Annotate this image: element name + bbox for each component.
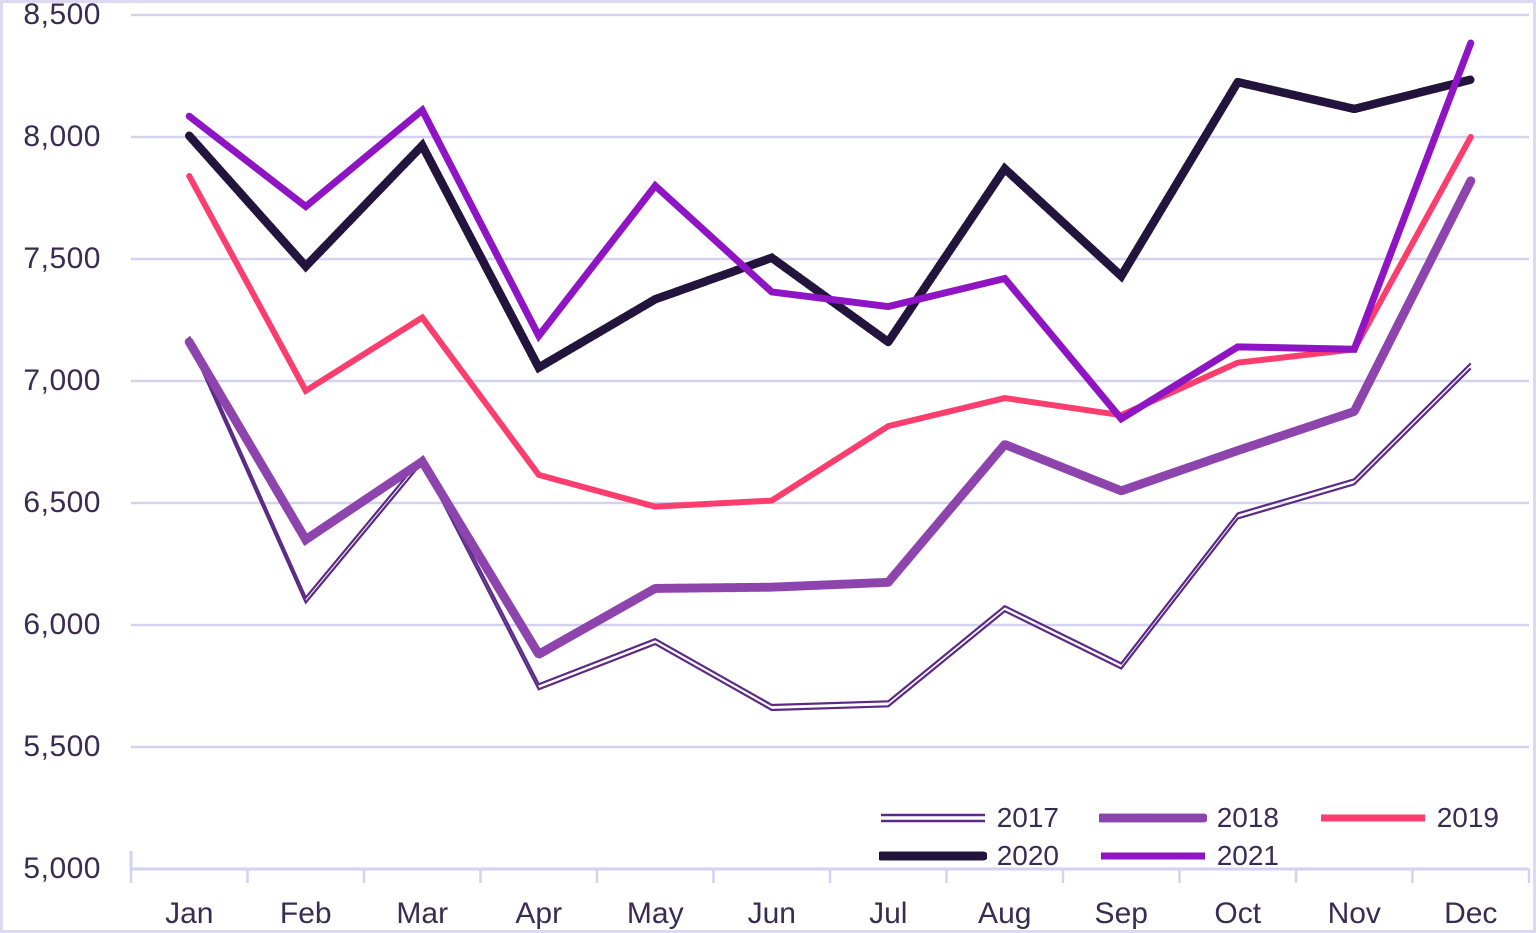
x-tick-label: Nov [1327,897,1381,930]
legend-item-2021[interactable]: 2021 [1059,840,1279,872]
legend-swatch-2017 [880,813,985,823]
x-tick-label: Sep [1094,897,1148,930]
y-tick-label: 5,500 [23,730,101,763]
legend-label-2018: 2018 [1216,802,1279,833]
y-axis: 5,000 5,500 6,000 6,500 7,000 7,500 8,000 8,500 [3,0,123,930]
x-tick-label: Dec [1444,897,1498,930]
x-tick-label: Aug [978,897,1032,930]
series-line-2021 [189,43,1471,419]
legend-item-2017[interactable]: 2017 [839,802,1059,834]
y-tick-label: 7,000 [23,364,101,397]
legend-label-2017: 2017 [996,802,1059,833]
x-tick-label: Jul [869,897,908,930]
legend-swatch-2021 [1100,852,1205,860]
plot-area [129,13,1531,883]
legend-label-2019: 2019 [1436,802,1499,833]
series-line-2017 [189,342,1471,710]
x-tick-label: Mar [396,897,449,930]
x-tick-label: Apr [515,897,563,930]
legend-swatch-2019 [1320,814,1425,822]
series-line-2017 [189,337,1471,705]
y-tick-label: 8,500 [23,0,101,31]
y-tick-label: 7,500 [23,242,101,275]
series-layer [131,15,1529,869]
legend-item-2020[interactable]: 2020 [839,840,1059,872]
x-tick-label: Jun [747,897,796,930]
x-axis: Jan Feb Mar Apr May Jun Jul Aug Sep Oct Nov Dec [131,875,1529,930]
x-tick-label: Feb [279,897,332,930]
y-tick-label: 5,000 [23,852,101,885]
x-tick-label: Oct [1214,897,1262,930]
chart-legend: 2017 2018 2019 2020 2021 [839,799,1499,875]
legend-swatch-2020 [878,851,987,861]
x-tick-label: May [626,897,684,930]
legend-label-2020: 2020 [996,840,1059,871]
y-tick-label: 6,500 [23,486,101,519]
y-tick-label: 6,000 [23,608,101,641]
legend-swatch-2018 [1098,813,1207,823]
legend-label-2021: 2021 [1216,840,1279,871]
y-tick-label: 8,000 [23,120,101,153]
legend-item-2019[interactable]: 2019 [1279,802,1499,834]
x-tick-label: Jan [165,897,214,930]
series-line-2019 [189,137,1471,507]
series-line-2020 [189,80,1471,368]
series-line-2018 [189,181,1471,654]
legend-item-2018[interactable]: 2018 [1059,802,1279,834]
